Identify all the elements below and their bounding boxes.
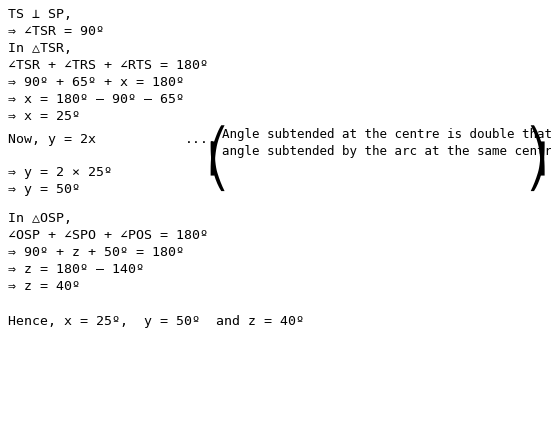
Text: ⇒ ∠TSR = 90º: ⇒ ∠TSR = 90º (8, 25, 104, 38)
Text: ⇒ x = 180º – 90º – 65º: ⇒ x = 180º – 90º – 65º (8, 93, 184, 106)
Text: ⇒ z = 180º – 140º: ⇒ z = 180º – 140º (8, 262, 144, 275)
Text: TS ⊥ SP,: TS ⊥ SP, (8, 8, 72, 21)
Text: ∠OSP + ∠SPO + ∠POS = 180º: ∠OSP + ∠SPO + ∠POS = 180º (8, 228, 208, 241)
Text: ⎝: ⎝ (207, 141, 228, 190)
Text: ⎠: ⎠ (526, 141, 548, 190)
Text: In △TSR,: In △TSR, (8, 42, 72, 55)
Text: ⎛: ⎛ (207, 126, 228, 176)
Text: ⇒ y = 2 × 25º: ⇒ y = 2 × 25º (8, 166, 112, 178)
Text: In △OSP,: In △OSP, (8, 212, 72, 224)
Text: ⇒ z = 40º: ⇒ z = 40º (8, 280, 80, 292)
Text: ⇒ x = 25º: ⇒ x = 25º (8, 110, 80, 123)
Text: ....: .... (185, 133, 217, 146)
Text: ⇒ y = 50º: ⇒ y = 50º (8, 183, 80, 196)
Text: Hence, x = 25º,  y = 50º  and z = 40º: Hence, x = 25º, y = 50º and z = 40º (8, 314, 304, 327)
Text: Now, y = 2x: Now, y = 2x (8, 133, 96, 146)
Text: angle subtended by the arc at the same centre: angle subtended by the arc at the same c… (222, 144, 551, 158)
Text: ⎞: ⎞ (526, 126, 548, 176)
Text: ⇒ 90º + 65º + x = 180º: ⇒ 90º + 65º + x = 180º (8, 76, 184, 89)
Text: ∠TSR + ∠TRS + ∠RTS = 180º: ∠TSR + ∠TRS + ∠RTS = 180º (8, 59, 208, 72)
Text: ⇒ 90º + z + 50º = 180º: ⇒ 90º + z + 50º = 180º (8, 246, 184, 258)
Text: Angle subtended at the centre is double that of the: Angle subtended at the centre is double … (222, 128, 551, 141)
